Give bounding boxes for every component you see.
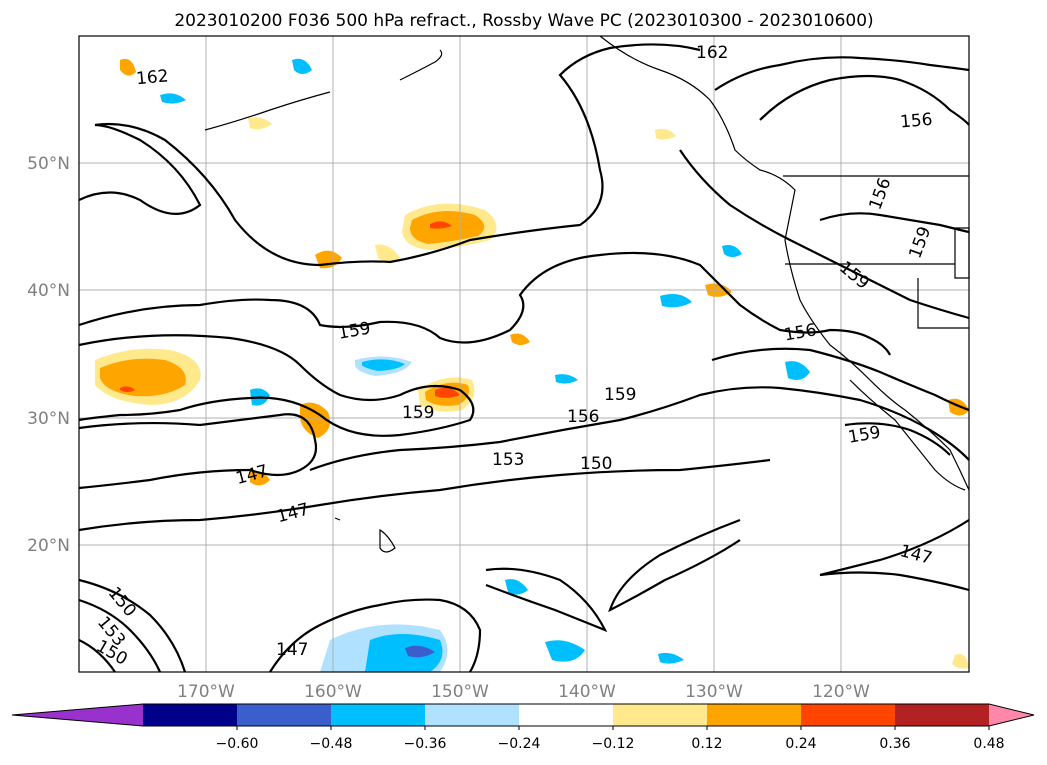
contour-lines — [78, 43, 970, 673]
colorbar-tick-label: 0.36 — [879, 736, 910, 752]
colorbar-segment — [425, 704, 520, 726]
lat-axis: 50°N 40°N 30°N 20°N — [27, 154, 70, 556]
colorbar — [11, 703, 1035, 727]
lon-label: 130°W — [685, 682, 743, 702]
colorbar-extend-low — [12, 704, 143, 726]
map-panel: 162 162 156 156 159 159 156 159 159 159 … — [78, 35, 970, 673]
contour-label: 162 — [135, 66, 169, 89]
colorbar-segment — [895, 704, 990, 726]
colorbar-segment — [237, 704, 332, 726]
colorbar-tick-label: 0.24 — [785, 736, 816, 752]
lon-label: 150°W — [431, 682, 489, 702]
lat-label: 50°N — [27, 154, 70, 174]
lon-label: 140°W — [558, 682, 616, 702]
lat-label: 20°N — [27, 536, 70, 556]
colorbar-outline — [11, 703, 1035, 727]
contour-label: 150 — [580, 454, 612, 474]
contour-label: 159 — [604, 385, 636, 405]
colorbar-segment — [707, 704, 802, 726]
colorbar-segment — [519, 704, 614, 726]
contour-label: 159 — [402, 403, 434, 423]
colorbar-tick-label: −0.24 — [498, 736, 541, 752]
colorbar-extend-high — [989, 704, 1034, 726]
colorbar-segment — [331, 704, 426, 726]
colorbar-tick-label: 0.48 — [973, 736, 1004, 752]
contour-label: 162 — [696, 43, 728, 63]
contour-label: 156 — [567, 407, 599, 427]
colorbar-segment — [801, 704, 896, 726]
colorbar-tick-label: −0.12 — [592, 736, 635, 752]
colorbar-segment — [143, 704, 238, 726]
colorbar-tick-label: −0.36 — [404, 736, 447, 752]
contour-label: 156 — [899, 110, 933, 133]
colorbar-tick-label: 0.12 — [691, 736, 722, 752]
colorbar-ticks: −0.60 −0.48 −0.36 −0.24 −0.12 0.12 0.24 0.36 0.4… — [216, 726, 1005, 752]
colorbar-tick-label: −0.48 — [310, 736, 353, 752]
contour-label: 147 — [276, 640, 308, 660]
colorbar-tick-label: −0.60 — [216, 736, 259, 752]
contour-label: 153 — [492, 450, 524, 470]
lat-label: 30°N — [27, 409, 70, 429]
coastlines — [204, 35, 970, 553]
map-frame — [78, 35, 970, 673]
lon-label: 170°W — [177, 682, 235, 702]
colorbar-segment — [613, 704, 708, 726]
map-title: 2023010200 F036 500 hPa refract., Rossby… — [174, 11, 873, 31]
contour-labels: 162 162 156 156 159 159 156 159 159 159 … — [93, 43, 936, 670]
lon-label: 120°W — [812, 682, 870, 702]
lat-label: 40°N — [27, 281, 70, 301]
lon-axis: 170°W 160°W 150°W 140°W 130°W 120°W — [177, 682, 870, 702]
lon-label: 160°W — [304, 682, 362, 702]
